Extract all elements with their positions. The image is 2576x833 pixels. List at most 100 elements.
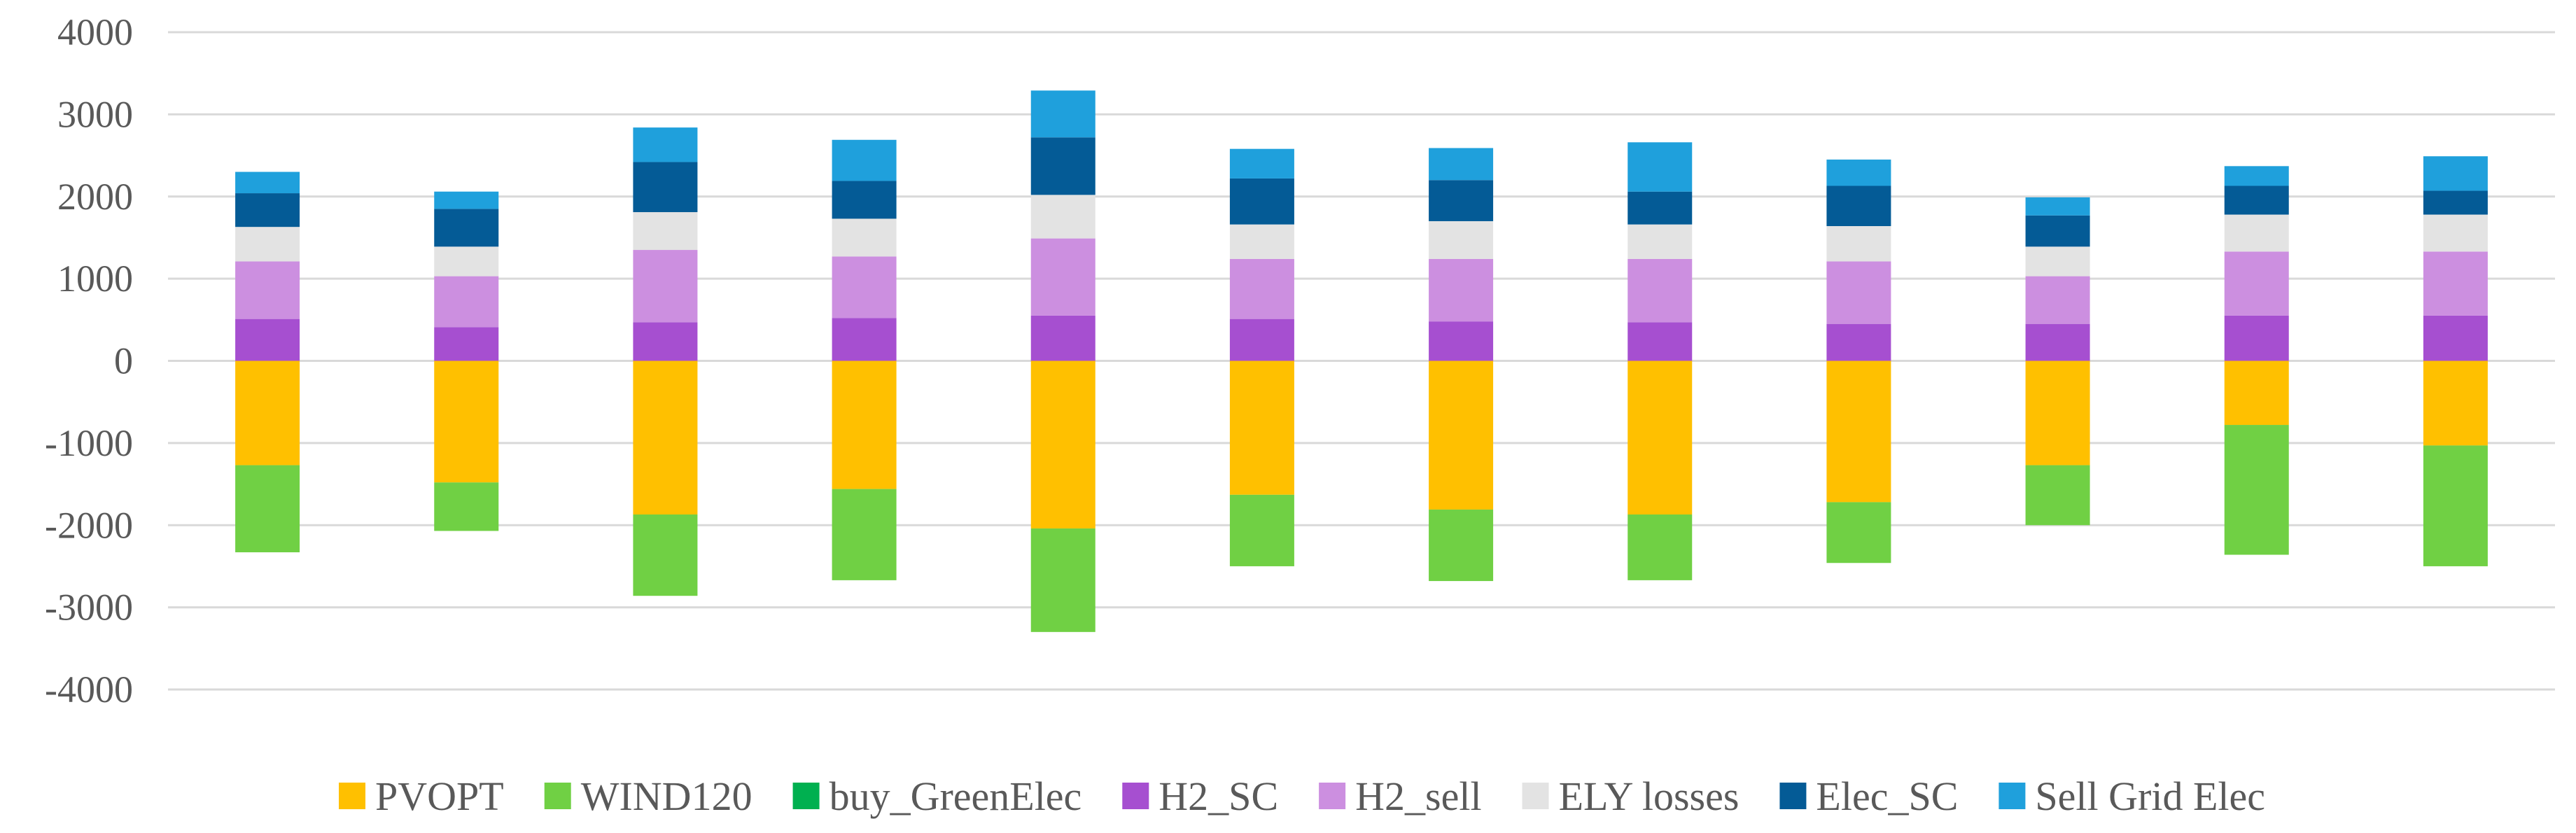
bar-segment-elec-sc-5 xyxy=(1030,137,1096,195)
bar-segment-wind120-3 xyxy=(633,514,698,596)
legend-item-h2-sell: H2_sell xyxy=(1319,774,1482,819)
bar-segment-sell-grid-elec-6 xyxy=(1229,148,1294,178)
bar-segment-pvopt-9 xyxy=(1826,360,1891,503)
bar-segment-elec-sc-7 xyxy=(1429,180,1494,221)
bar-segment-pvopt-12 xyxy=(2423,360,2488,446)
bar-segment-elec-sc-6 xyxy=(1229,178,1294,225)
bar-segment-ely-losses-8 xyxy=(1628,224,1693,259)
bar-segment-sell-grid-elec-8 xyxy=(1628,142,1693,192)
bar-segment-ely-losses-1 xyxy=(235,227,300,262)
bar-segment-h2-sc-12 xyxy=(2423,315,2488,361)
bar-segment-wind120-6 xyxy=(1229,494,1294,566)
bar-segment-h2-sc-1 xyxy=(235,318,300,361)
bar-segment-ely-losses-11 xyxy=(2224,214,2289,252)
bar-segment-h2-sell-8 xyxy=(1628,258,1693,323)
bar-segment-ely-losses-12 xyxy=(2423,214,2488,252)
bar-segment-pvopt-10 xyxy=(2025,360,2090,465)
bar-segment-ely-losses-3 xyxy=(633,212,698,251)
y-tick-label: 2000 xyxy=(57,176,133,218)
bar-segment-ely-losses-6 xyxy=(1229,224,1294,259)
legend-label: H2_sell xyxy=(1355,774,1481,819)
legend-item-wind120: WIND120 xyxy=(544,774,752,819)
legend-label: H2_SC xyxy=(1158,774,1278,819)
bar-segment-pvopt-8 xyxy=(1628,360,1693,514)
bar-segment-h2-sell-6 xyxy=(1229,258,1294,319)
bar-segment-wind120-11 xyxy=(2224,425,2289,555)
legend-swatch xyxy=(792,783,820,809)
legend-label: Sell Grid Elec xyxy=(2035,774,2265,819)
bar-segment-h2-sell-3 xyxy=(633,250,698,323)
bar-segment-wind120-1 xyxy=(235,465,300,552)
bar-segment-elec-sc-8 xyxy=(1628,191,1693,225)
bar-segment-pvopt-1 xyxy=(235,360,300,465)
bar-segment-sell-grid-elec-1 xyxy=(235,172,300,194)
bar-segment-elec-sc-12 xyxy=(2423,190,2488,215)
bar-segment-pvopt-5 xyxy=(1030,360,1096,528)
bar-segment-h2-sc-9 xyxy=(1826,323,1891,361)
legend-label: ELY losses xyxy=(1559,774,1740,819)
bar-segment-h2-sc-7 xyxy=(1429,321,1494,361)
bar-segment-pvopt-4 xyxy=(832,360,897,489)
bar-segment-wind120-10 xyxy=(2025,465,2090,526)
legend-item-elec-sc: Elec_SC xyxy=(1779,774,1958,819)
bar-segment-h2-sell-9 xyxy=(1826,261,1891,324)
bar-segment-h2-sell-11 xyxy=(2224,251,2289,316)
bar-segment-h2-sell-5 xyxy=(1030,238,1096,316)
legend-item-buy-greenelec: buy_GreenElec xyxy=(792,774,1082,819)
y-tick-label: -2000 xyxy=(45,504,133,546)
bar-segment-h2-sell-4 xyxy=(832,256,897,318)
legend-swatch xyxy=(544,783,571,809)
legend-swatch xyxy=(1779,783,1807,809)
gridlines xyxy=(168,31,2555,691)
bar-segment-h2-sc-10 xyxy=(2025,323,2090,361)
legend-label: buy_GreenElec xyxy=(830,774,1082,819)
bar-segment-h2-sc-8 xyxy=(1628,322,1693,361)
bar-segment-h2-sc-5 xyxy=(1030,315,1096,361)
bar-segment-wind120-7 xyxy=(1429,509,1494,582)
legend-swatch xyxy=(1319,783,1346,809)
y-tick-label: -4000 xyxy=(45,668,133,710)
bar-segment-wind120-2 xyxy=(434,482,499,531)
bar-segment-sell-grid-elec-2 xyxy=(434,191,499,209)
y-tick-label: 1000 xyxy=(57,258,133,300)
bar-segment-sell-grid-elec-7 xyxy=(1429,148,1494,181)
legend-label: WIND120 xyxy=(581,774,752,819)
legend-item-pvopt: PVOPT xyxy=(339,774,504,819)
bar-segment-pvopt-3 xyxy=(633,360,698,514)
bar-segment-h2-sc-11 xyxy=(2224,315,2289,361)
bar-segment-sell-grid-elec-9 xyxy=(1826,159,1891,186)
bar-segment-wind120-12 xyxy=(2423,445,2488,566)
legend-swatch xyxy=(1122,783,1149,809)
bar-segment-pvopt-11 xyxy=(2224,360,2289,426)
bar-segment-sell-grid-elec-5 xyxy=(1030,90,1096,138)
bar-segment-wind120-5 xyxy=(1030,528,1096,632)
y-tick-label: 3000 xyxy=(57,93,133,135)
bar-segment-elec-sc-9 xyxy=(1826,186,1891,227)
legend-item-sell-grid-elec: Sell Grid Elec xyxy=(1998,774,2265,819)
bar-segment-pvopt-6 xyxy=(1229,360,1294,495)
bar-segment-elec-sc-10 xyxy=(2025,215,2090,247)
bar-segment-ely-losses-9 xyxy=(1826,226,1891,262)
bar-segment-h2-sc-3 xyxy=(633,322,698,361)
bar-segment-ely-losses-4 xyxy=(832,218,897,257)
legend-swatch xyxy=(1522,783,1549,809)
bar-segment-h2-sc-2 xyxy=(434,327,499,361)
bar-segment-ely-losses-7 xyxy=(1429,220,1494,259)
bar-segment-wind120-8 xyxy=(1628,514,1693,580)
legend-swatch xyxy=(339,783,366,809)
y-tick-label: 4000 xyxy=(57,11,133,53)
bars xyxy=(235,90,2488,632)
bar-segment-sell-grid-elec-3 xyxy=(633,127,698,162)
bar-segment-h2-sell-10 xyxy=(2025,276,2090,324)
y-axis: 4000 3000 2000 1000 0 -1000 -2000 -3000 -4000 xyxy=(45,11,133,710)
y-tick-label: 0 xyxy=(114,340,133,382)
legend: PVOPT WIND120 buy_GreenElec H2_SC H2_sell ELY… xyxy=(339,774,2265,819)
bar-segment-wind120-9 xyxy=(1826,502,1891,564)
bar-segment-ely-losses-10 xyxy=(2025,246,2090,276)
bar-segment-elec-sc-3 xyxy=(633,162,698,213)
bar-segment-elec-sc-11 xyxy=(2224,186,2289,215)
legend-item-h2-sc: H2_SC xyxy=(1122,774,1278,819)
bar-segment-sell-grid-elec-10 xyxy=(2025,197,2090,216)
bar-segment-sell-grid-elec-12 xyxy=(2423,156,2488,191)
